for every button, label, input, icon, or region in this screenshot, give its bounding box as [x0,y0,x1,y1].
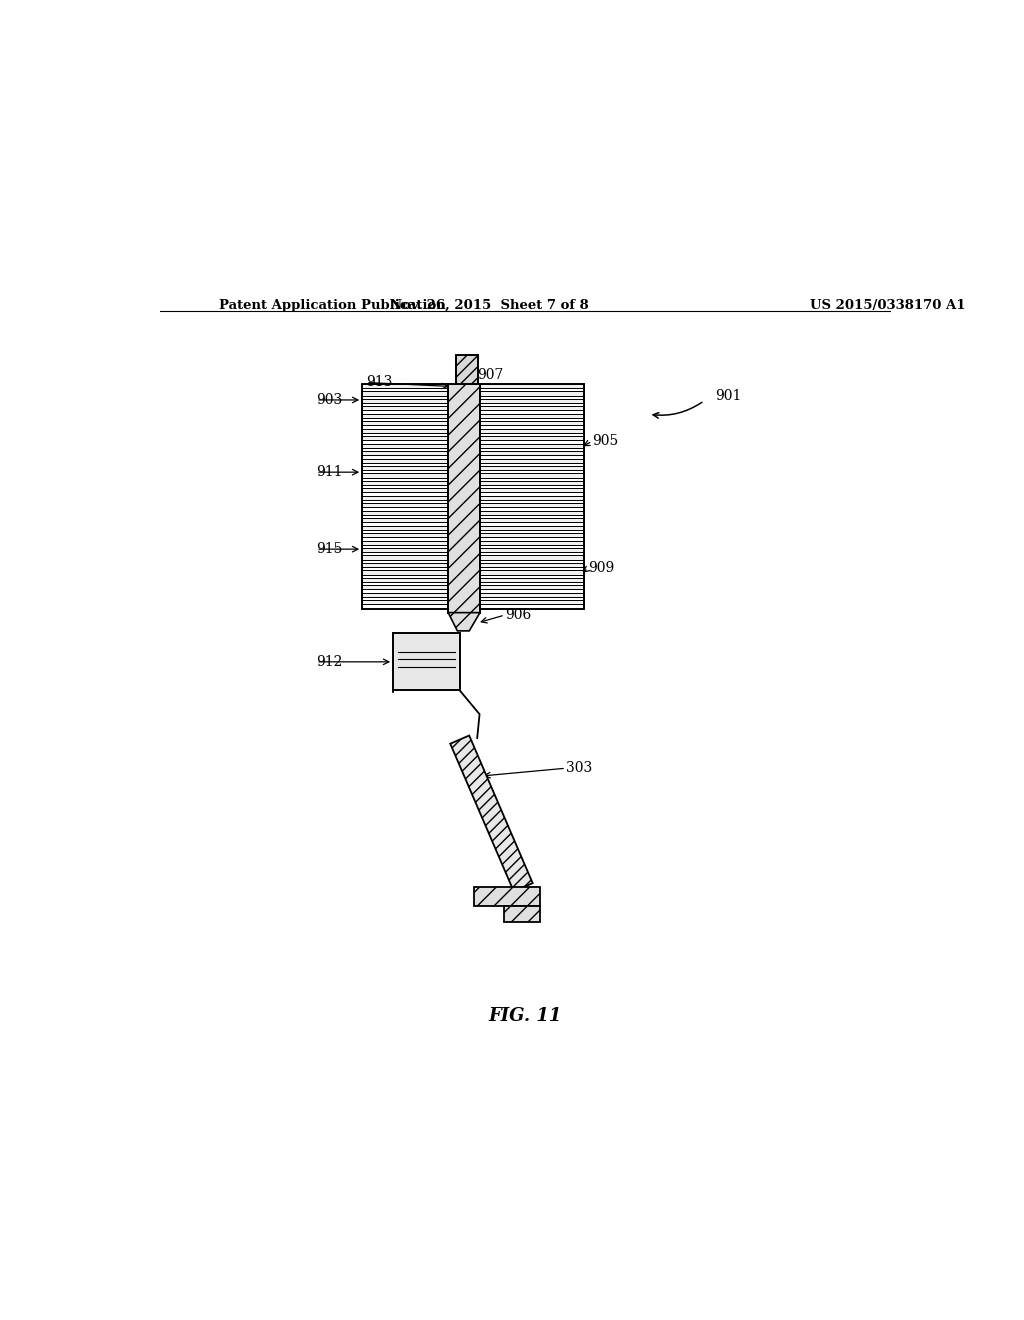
Polygon shape [480,541,584,545]
Text: 915: 915 [316,543,342,556]
Bar [480,384,584,610]
Text: 303: 303 [566,762,592,775]
Polygon shape [480,511,584,515]
Polygon shape [480,384,584,388]
Polygon shape [480,474,584,478]
Polygon shape [480,436,584,441]
Polygon shape [480,391,584,396]
Text: US 2015/0338170 A1: US 2015/0338170 A1 [811,298,966,312]
Polygon shape [362,503,449,507]
Polygon shape [451,735,532,891]
Polygon shape [480,496,584,500]
Polygon shape [362,436,449,441]
Polygon shape [362,570,449,574]
Polygon shape [362,601,449,605]
Polygon shape [480,525,584,529]
Polygon shape [480,451,584,455]
Polygon shape [480,533,584,537]
Polygon shape [480,585,584,590]
Polygon shape [480,421,584,425]
Polygon shape [362,556,449,560]
Polygon shape [480,562,584,568]
Polygon shape [480,570,584,574]
Polygon shape [362,413,449,418]
Polygon shape [480,578,584,582]
Polygon shape [362,525,449,529]
Polygon shape [362,585,449,590]
Polygon shape [362,541,449,545]
Polygon shape [362,466,449,470]
Text: 911: 911 [316,465,343,479]
Polygon shape [362,391,449,396]
Polygon shape [362,407,449,411]
Polygon shape [362,384,449,388]
Polygon shape [480,480,584,484]
Polygon shape [362,458,449,462]
Polygon shape [480,488,584,492]
Polygon shape [480,548,584,552]
Text: 906: 906 [505,609,531,622]
Polygon shape [480,466,584,470]
Polygon shape [362,562,449,568]
Bar [362,384,449,610]
Polygon shape [362,429,449,433]
Text: 913: 913 [367,375,392,389]
Polygon shape [362,474,449,478]
Text: Nov. 26, 2015  Sheet 7 of 8: Nov. 26, 2015 Sheet 7 of 8 [390,298,589,312]
Polygon shape [480,458,584,462]
Polygon shape [362,480,449,484]
Polygon shape [480,444,584,447]
Polygon shape [474,887,540,907]
Polygon shape [362,488,449,492]
Text: 905: 905 [592,434,618,449]
Text: 901: 901 [715,389,741,403]
Polygon shape [480,519,584,523]
Polygon shape [362,421,449,425]
Polygon shape [362,496,449,500]
Bar [393,634,460,690]
Polygon shape [362,578,449,582]
Text: FIG. 11: FIG. 11 [488,1007,561,1024]
Polygon shape [480,413,584,418]
Polygon shape [362,511,449,515]
Polygon shape [362,451,449,455]
Text: 912: 912 [316,655,342,669]
Polygon shape [480,429,584,433]
Polygon shape [480,407,584,411]
Polygon shape [480,601,584,605]
Bar [456,355,478,384]
Text: 909: 909 [588,561,614,576]
Polygon shape [480,399,584,403]
Polygon shape [362,444,449,447]
Polygon shape [449,384,480,612]
Polygon shape [449,612,480,631]
Polygon shape [480,593,584,597]
Polygon shape [362,593,449,597]
Polygon shape [362,519,449,523]
Polygon shape [362,399,449,403]
Polygon shape [362,548,449,552]
Text: 903: 903 [316,393,342,407]
Polygon shape [504,907,540,923]
Polygon shape [480,503,584,507]
Polygon shape [480,556,584,560]
Text: 907: 907 [477,367,504,381]
Polygon shape [362,533,449,537]
Text: Patent Application Publication: Patent Application Publication [219,298,446,312]
